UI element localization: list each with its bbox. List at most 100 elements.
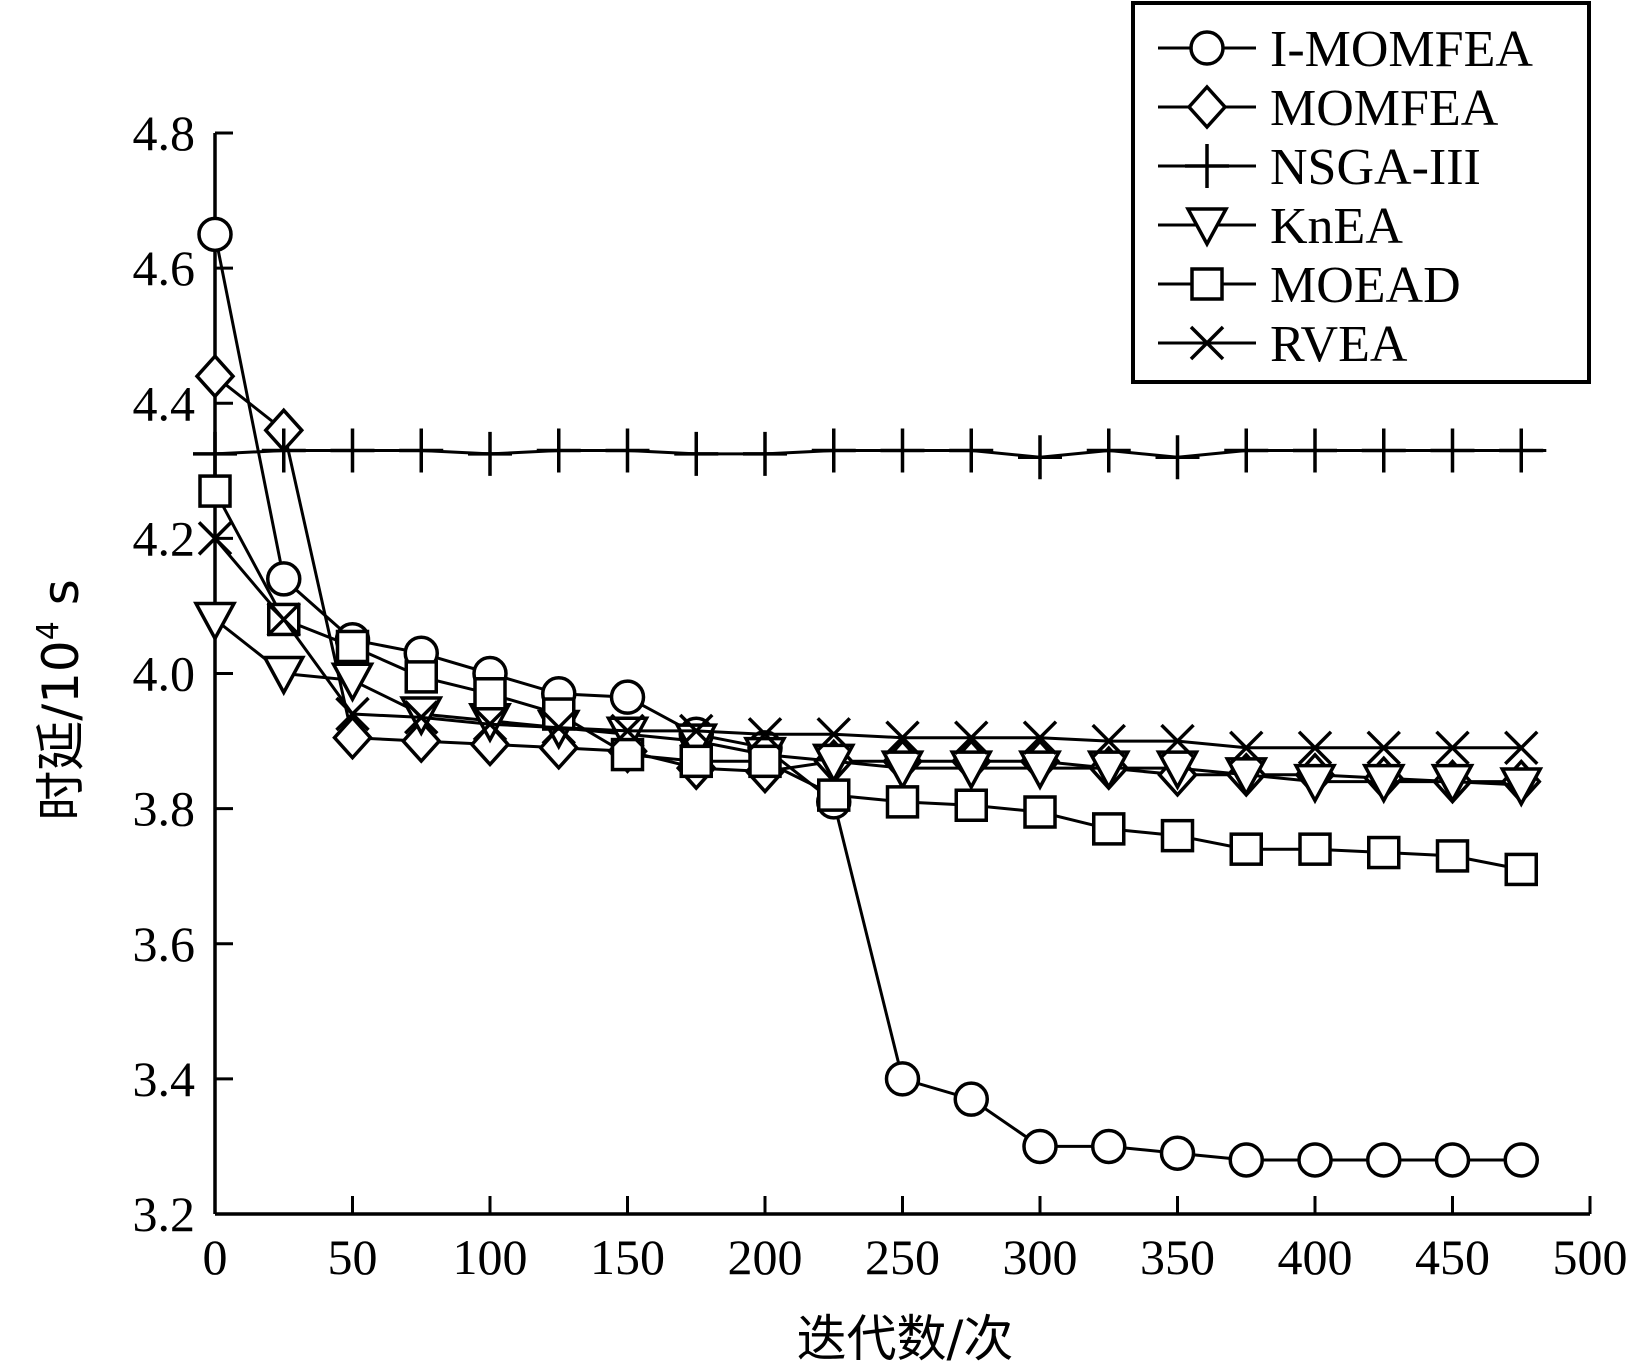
data-point-moead: [473, 677, 507, 711]
square-marker: [1023, 795, 1057, 829]
triangle-down-marker: [1086, 750, 1131, 791]
data-point-moead: [1435, 839, 1470, 873]
circle-marker: [884, 1061, 921, 1097]
x-marker: [1366, 730, 1401, 766]
data-point-nsga-iii: [468, 431, 512, 476]
data-point-rvea: [266, 602, 301, 637]
square-marker: [473, 677, 507, 711]
data-point-rvea: [679, 713, 714, 749]
data-point-moead: [1023, 795, 1057, 829]
data-point-moead: [610, 737, 645, 772]
data-point-moead: [404, 660, 438, 694]
square-marker: [404, 660, 438, 694]
data-point-knea: [1086, 750, 1131, 791]
legend-item-rvea: RVEA: [1158, 316, 1408, 373]
y-axis-title: 时延/104 s: [31, 579, 90, 821]
legend-marker-nsga-iii: [1185, 144, 1229, 188]
triangle-down-marker: [1293, 763, 1337, 805]
data-point-knea: [1430, 763, 1475, 805]
triangle-down-marker: [1018, 750, 1062, 791]
x-marker: [266, 602, 301, 637]
x-marker: [1504, 730, 1539, 766]
plus-marker: [261, 428, 306, 473]
data-point-rvea: [1022, 720, 1058, 755]
data-point-nsga-iii: [330, 428, 375, 473]
legend-label: KnEA: [1270, 198, 1403, 255]
circle-marker: [1159, 1135, 1196, 1171]
x-marker: [885, 720, 920, 755]
y-axis-title-exponent: 4: [31, 621, 66, 640]
circle-marker: [609, 679, 646, 715]
x-marker: [404, 700, 439, 735]
y-tick-label: 3.6: [133, 916, 196, 972]
data-point-nsga-iii: [1018, 435, 1062, 480]
series-line-rvea: [213, 537, 1522, 750]
x-marker: [816, 717, 851, 752]
data-point-knea: [193, 601, 237, 643]
square-marker: [1504, 852, 1538, 887]
data-point-moead: [1092, 812, 1126, 846]
series-i-momfea: [197, 216, 1539, 1178]
x-tick-label: 50: [328, 1229, 378, 1285]
data-point-knea: [1361, 763, 1406, 805]
data-point-nsga-iii: [399, 428, 444, 473]
y-tick-label: 4.6: [133, 240, 196, 296]
data-point-nsga-iii: [1499, 428, 1544, 473]
data-point-i-momfea: [1297, 1142, 1333, 1178]
data-point-rvea: [816, 717, 851, 752]
circle-marker: [1297, 1142, 1333, 1178]
data-point-nsga-iii: [1086, 428, 1131, 473]
legend-marker-momfea: [1186, 84, 1228, 130]
circle-marker: [197, 216, 233, 253]
plus-marker: [1361, 428, 1406, 473]
circle-marker: [1434, 1142, 1471, 1178]
circle-marker: [1228, 1142, 1264, 1178]
data-point-moead: [817, 778, 851, 812]
plus-marker: [1499, 428, 1544, 473]
data-point-moead: [885, 785, 920, 819]
data-point-i-momfea: [1022, 1128, 1058, 1165]
triangle-down-marker: [811, 743, 856, 784]
circle-marker: [1503, 1142, 1539, 1178]
square-marker: [1190, 267, 1224, 301]
data-point-moead: [1160, 818, 1195, 853]
diamond-marker: [332, 715, 373, 761]
data-point-nsga-iii: [811, 428, 856, 473]
triangle-down-marker: [1185, 207, 1229, 248]
legend-label: RVEA: [1270, 316, 1408, 373]
data-point-nsga-iii: [674, 431, 719, 476]
series-layer: [193, 216, 1547, 1178]
legend-item-i-momfea: I-MOMFEA: [1158, 21, 1533, 78]
plus-marker: [1224, 428, 1269, 473]
circle-marker: [1091, 1128, 1127, 1165]
data-point-i-momfea: [1434, 1142, 1471, 1178]
y-tick-label: 4.2: [133, 510, 196, 566]
data-point-rvea: [954, 720, 989, 755]
plus-marker: [536, 428, 581, 473]
data-point-i-momfea: [953, 1081, 989, 1117]
plus-marker: [1430, 428, 1475, 473]
data-point-knea: [811, 743, 856, 784]
square-marker: [954, 788, 988, 822]
triangle-down-marker: [1499, 767, 1544, 808]
data-point-nsga-iii: [949, 428, 994, 473]
x-marker: [954, 720, 989, 755]
data-point-rvea: [747, 717, 783, 752]
y-tick-label: 3.4: [133, 1051, 196, 1107]
y-tick-label: 3.8: [133, 781, 196, 837]
data-point-moead: [1367, 835, 1401, 870]
plus-marker: [880, 428, 925, 473]
square-marker: [1229, 832, 1263, 866]
x-tick-label: 200: [728, 1229, 803, 1285]
x-marker: [1229, 730, 1264, 766]
square-marker: [1092, 812, 1126, 846]
x-tick-label: 150: [590, 1229, 665, 1285]
data-point-moead: [748, 744, 782, 779]
circle-marker: [1022, 1128, 1058, 1165]
series-knea: [193, 601, 1544, 808]
data-point-moead: [1504, 852, 1538, 887]
data-point-i-momfea: [266, 561, 302, 597]
x-tick-label: 500: [1553, 1229, 1628, 1285]
data-point-i-momfea: [1366, 1142, 1402, 1178]
